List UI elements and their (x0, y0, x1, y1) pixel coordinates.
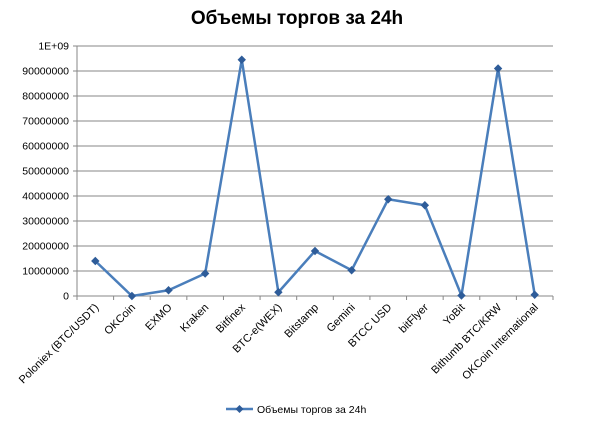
legend-label: Объемы торгов за 24h (257, 404, 366, 416)
x-axis-tick-labels: Poloniex (BTC/USDT) OKCoin EXMO Kraken Bitfi… (17, 301, 541, 386)
y-tick-label: 60000000 (22, 141, 69, 153)
data-point-marker (310, 246, 320, 256)
legend-swatch-marker (235, 405, 244, 413)
series-line (94, 58, 536, 298)
y-tick-label: 10000000 (22, 266, 69, 278)
data-point-marker (457, 291, 466, 300)
y-tick-label: 20000000 (22, 241, 69, 253)
series-layer (91, 55, 539, 301)
y-tick-label: 0 (63, 291, 69, 303)
data-point-marker (420, 201, 430, 210)
y-tick-label: 1E+09 (38, 41, 69, 53)
y-tick-label: 90000000 (22, 66, 69, 78)
y-axis-tick-labels: 0 10000000 20000000 30000000 40000000 5000000… (22, 41, 69, 303)
x-tick-label: Kraken (178, 302, 211, 335)
data-point-marker (274, 288, 283, 297)
axes (73, 45, 554, 300)
data-point-marker (384, 195, 393, 204)
chart-title: Объемы торгов за 24h (190, 8, 404, 29)
x-tick-label: Poloniex (BTC/USDT) (17, 302, 102, 387)
data-point-marker (493, 64, 503, 73)
data-point-marker (347, 266, 356, 275)
x-tick-label: OKCoin (102, 302, 138, 338)
x-tick-label: YoBit (441, 302, 467, 328)
gridlines (77, 45, 553, 272)
data-point-marker (164, 286, 173, 295)
y-tick-label: 80000000 (22, 91, 69, 103)
x-tick-label: bitFlyer (397, 301, 431, 335)
y-tick-label: 70000000 (22, 116, 69, 128)
legend: Объемы торгов за 24h (226, 404, 366, 416)
data-point-marker (200, 269, 210, 278)
data-point-marker (91, 256, 100, 266)
y-tick-label: 40000000 (22, 191, 69, 203)
y-tick-label: 50000000 (22, 166, 69, 178)
x-tick-label: Bithumb BTC/KRW (429, 301, 504, 376)
data-point-marker (530, 290, 539, 299)
x-tick-label: Gemini (325, 302, 358, 335)
x-tick-label: Bitstamp (282, 302, 321, 341)
x-tick-label: EXMO (143, 301, 175, 333)
data-point-marker (127, 291, 137, 301)
x-tick-label: Bitfinex (214, 301, 248, 335)
y-tick-label: 30000000 (22, 216, 69, 228)
data-point-marker (237, 55, 246, 64)
